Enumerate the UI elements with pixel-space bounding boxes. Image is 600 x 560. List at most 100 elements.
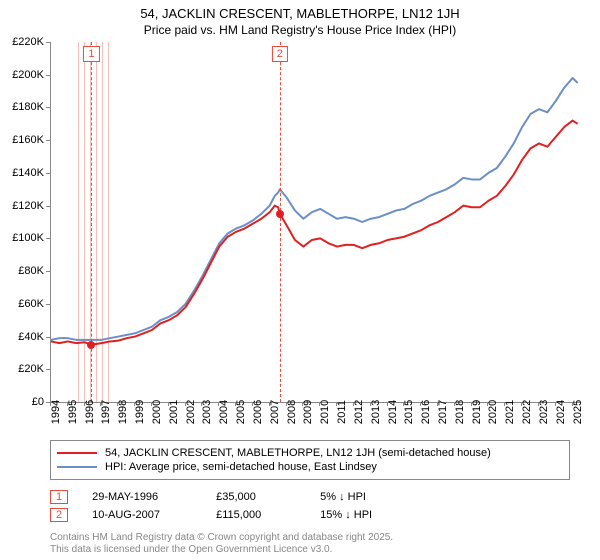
- sale-number-1: 1: [50, 490, 68, 504]
- x-axis-label: 2004: [218, 400, 230, 424]
- series-line-property: [51, 121, 578, 345]
- y-axis-label: £80K: [4, 265, 44, 277]
- x-axis-tick: [437, 402, 438, 406]
- y-axis-tick: [46, 140, 50, 141]
- y-axis-label: £100K: [4, 232, 44, 244]
- x-axis-label: 2000: [151, 400, 163, 424]
- y-axis-tick: [46, 173, 50, 174]
- x-axis-label: 2017: [437, 400, 449, 424]
- x-axis-tick: [420, 402, 421, 406]
- x-axis-label: 2007: [269, 400, 281, 424]
- x-axis-label: 2014: [387, 400, 399, 424]
- sale-row-2: 2 10-AUG-2007 £115,000 15% ↓ HPI: [50, 508, 570, 522]
- y-axis-label: £40K: [4, 331, 44, 343]
- x-axis-tick: [269, 402, 270, 406]
- x-axis-label: 2006: [252, 400, 264, 424]
- x-axis-tick: [471, 402, 472, 406]
- x-axis-tick: [454, 402, 455, 406]
- chart-subtitle: Price paid vs. HM Land Registry's House …: [0, 21, 600, 41]
- y-axis-label: £20K: [4, 363, 44, 375]
- x-axis-tick: [572, 402, 573, 406]
- y-axis-tick: [46, 337, 50, 338]
- x-axis-label: 2021: [504, 400, 516, 424]
- x-axis-tick: [403, 402, 404, 406]
- x-axis-label: 1999: [134, 400, 146, 424]
- legend-swatch-hpi: [57, 466, 97, 468]
- x-axis-tick: [538, 402, 539, 406]
- sale-date-2: 10-AUG-2007: [92, 509, 192, 521]
- chart-title: 54, JACKLIN CRESCENT, MABLETHORPE, LN12 …: [0, 0, 600, 21]
- x-axis-tick: [201, 402, 202, 406]
- x-axis-tick: [151, 402, 152, 406]
- x-axis-label: 2023: [538, 400, 550, 424]
- sale-price-1: £35,000: [216, 491, 296, 503]
- y-axis-tick: [46, 206, 50, 207]
- x-axis-tick: [521, 402, 522, 406]
- x-axis-tick: [84, 402, 85, 406]
- x-axis-tick: [168, 402, 169, 406]
- x-axis-label: 2018: [454, 400, 466, 424]
- x-axis-label: 1998: [117, 400, 129, 424]
- chart-legend: 54, JACKLIN CRESCENT, MABLETHORPE, LN12 …: [50, 440, 570, 480]
- y-axis-label: £200K: [4, 69, 44, 81]
- x-axis-tick: [504, 402, 505, 406]
- sale-marker-point: [276, 210, 284, 218]
- y-axis-tick: [46, 42, 50, 43]
- copyright-line-1: Contains HM Land Registry data © Crown c…: [50, 532, 393, 544]
- y-axis-label: £160K: [4, 134, 44, 146]
- legend-label-property: 54, JACKLIN CRESCENT, MABLETHORPE, LN12 …: [105, 447, 491, 459]
- x-axis-tick: [134, 402, 135, 406]
- line-chart-svg: [51, 42, 581, 402]
- sale-date-line: [280, 42, 281, 402]
- sale-marker-point: [87, 341, 95, 349]
- sale-marker-label: 1: [83, 46, 99, 62]
- x-axis-label: 2016: [420, 400, 432, 424]
- x-axis-tick: [387, 402, 388, 406]
- y-axis-label: £180K: [4, 101, 44, 113]
- x-axis-tick: [235, 402, 236, 406]
- y-axis-tick: [46, 271, 50, 272]
- legend-item-hpi: HPI: Average price, semi-detached house,…: [57, 461, 563, 473]
- sale-hpi-diff-1: 5% ↓ HPI: [320, 491, 366, 503]
- y-axis-label: £0: [4, 396, 44, 408]
- x-axis-label: 2010: [319, 400, 331, 424]
- x-axis-label: 2001: [168, 400, 180, 424]
- chart-container: 54, JACKLIN CRESCENT, MABLETHORPE, LN12 …: [0, 0, 600, 560]
- sale-marker-label: 2: [272, 46, 288, 62]
- y-axis-tick: [46, 238, 50, 239]
- sale-row-1: 1 29-MAY-1996 £35,000 5% ↓ HPI: [50, 490, 570, 504]
- x-axis-tick: [117, 402, 118, 406]
- x-axis-label: 2024: [555, 400, 567, 424]
- y-axis-tick: [46, 369, 50, 370]
- x-axis-tick: [50, 402, 51, 406]
- x-axis-tick: [100, 402, 101, 406]
- sale-date-1: 29-MAY-1996: [92, 491, 192, 503]
- series-line-hpi: [51, 78, 578, 340]
- legend-swatch-property: [57, 452, 97, 454]
- legend-item-property: 54, JACKLIN CRESCENT, MABLETHORPE, LN12 …: [57, 447, 563, 459]
- x-axis-tick: [555, 402, 556, 406]
- y-axis-label: £140K: [4, 167, 44, 179]
- x-axis-label: 1996: [84, 400, 96, 424]
- copyright-line-2: This data is licensed under the Open Gov…: [50, 544, 393, 556]
- x-axis-label: 2012: [353, 400, 365, 424]
- x-axis-tick: [487, 402, 488, 406]
- legend-label-hpi: HPI: Average price, semi-detached house,…: [105, 461, 377, 473]
- x-axis-label: 1995: [67, 400, 79, 424]
- x-axis-label: 2003: [201, 400, 213, 424]
- x-axis-label: 2013: [370, 400, 382, 424]
- x-axis-label: 2002: [185, 400, 197, 424]
- x-axis-label: 2011: [336, 400, 348, 424]
- x-axis-tick: [336, 402, 337, 406]
- x-axis-tick: [185, 402, 186, 406]
- y-axis-label: £220K: [4, 36, 44, 48]
- sale-number-2: 2: [50, 508, 68, 522]
- x-axis-label: 1997: [100, 400, 112, 424]
- x-axis-tick: [319, 402, 320, 406]
- x-axis-label: 2009: [302, 400, 314, 424]
- chart-plot-area: 12: [50, 42, 581, 403]
- x-axis-label: 1994: [50, 400, 62, 424]
- copyright-notice: Contains HM Land Registry data © Crown c…: [50, 532, 393, 556]
- x-axis-tick: [218, 402, 219, 406]
- x-axis-label: 2019: [471, 400, 483, 424]
